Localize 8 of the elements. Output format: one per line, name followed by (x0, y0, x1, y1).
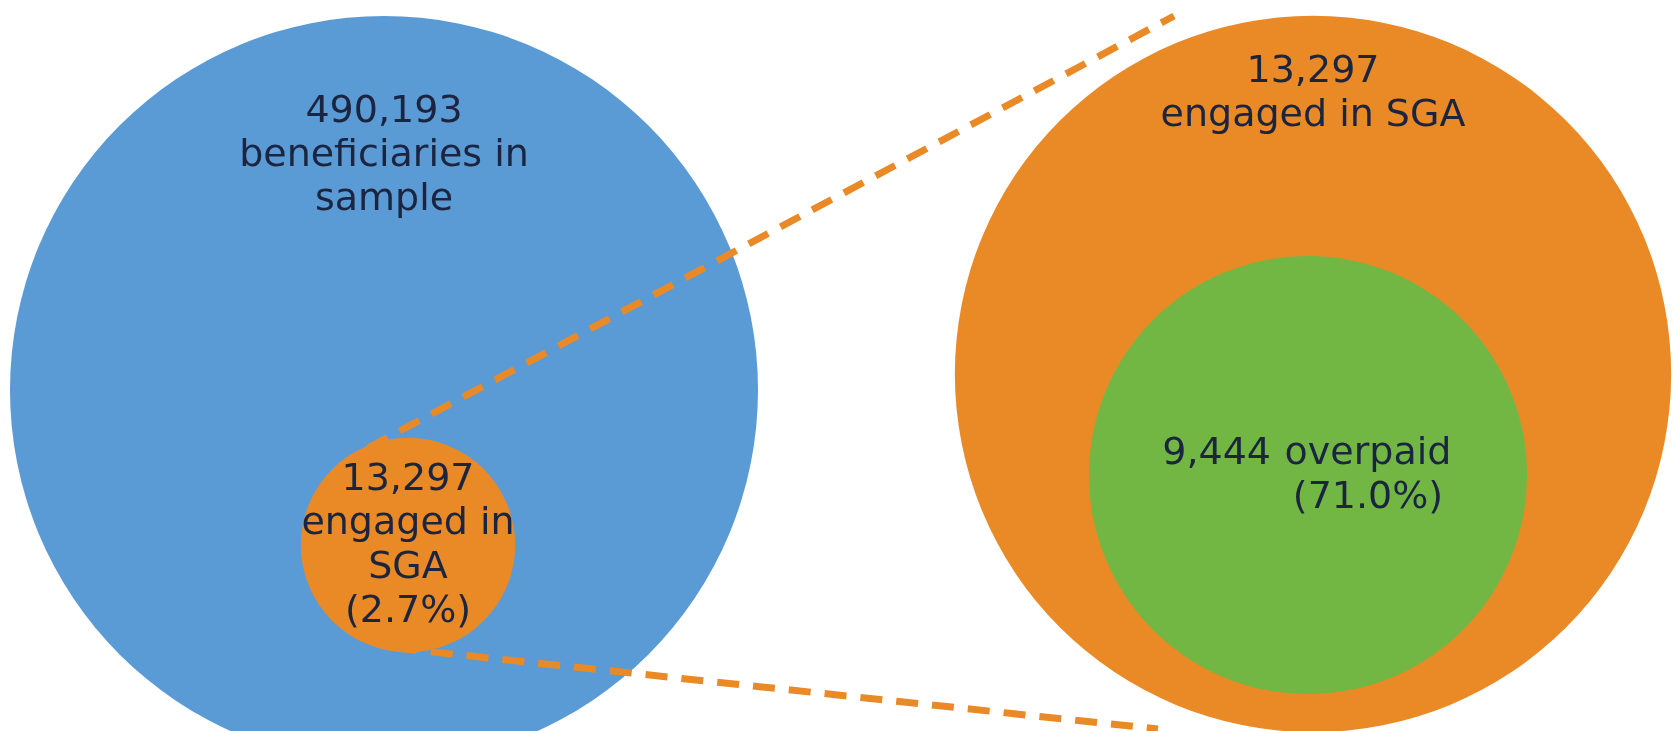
data-label: 13,297 (1246, 47, 1380, 91)
data-label: 9,444 (1162, 429, 1271, 473)
category-label: engaged in SGA (2.7%) (301, 499, 515, 631)
data-label: 13,297 (341, 455, 475, 499)
data-label: 490,193 (305, 87, 463, 131)
category-label: engaged in SGA (1160, 91, 1466, 135)
category-label: beneficiaries in sample (239, 131, 529, 219)
category-label: overpaid (71.0%) (1284, 429, 1452, 517)
